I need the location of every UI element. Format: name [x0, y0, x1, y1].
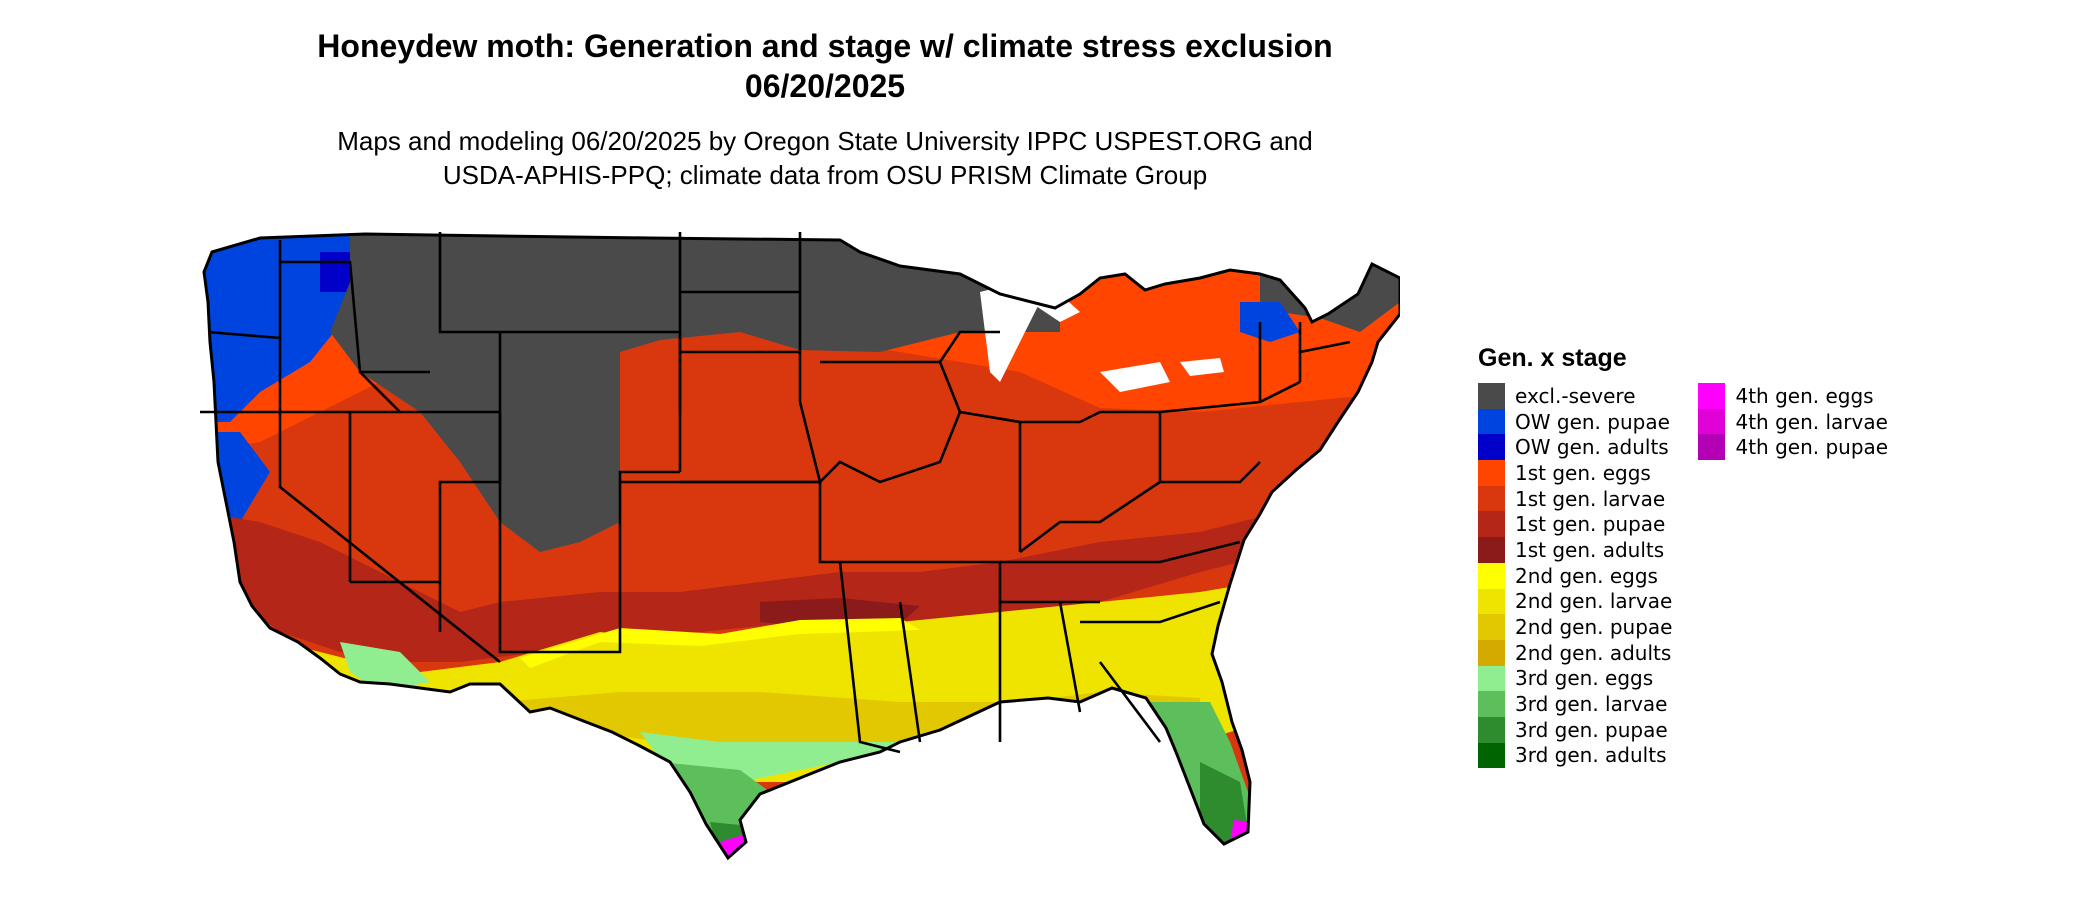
legend-swatch: [1478, 562, 1505, 589]
zone-1st-gen-pupae: [204, 512, 1280, 662]
zone-2nd-gen-pupae: [500, 692, 1200, 750]
boundary-new-england: [1258, 322, 1351, 402]
legend-item: 2nd gen. larvae: [1478, 588, 1673, 615]
legend-swatch: [1698, 383, 1726, 409]
legend-label: 4th gen. larvae: [1735, 409, 1888, 434]
boundary-idaho: [280, 260, 430, 413]
us-map: [200, 222, 1402, 892]
legend-item: excl.-severe: [1478, 383, 1672, 409]
state-boundaries: [200, 232, 1351, 754]
legend-item: 2nd gen. eggs: [1478, 562, 1672, 589]
zone-ow-gen-pupae-northeast: [1240, 302, 1300, 342]
legend-swatch: [1478, 716, 1505, 743]
legend-label: 2nd gen. eggs: [1515, 563, 1658, 588]
legend-item: 3rd gen. eggs: [1478, 665, 1672, 692]
legend-swatch: [1478, 742, 1505, 769]
legend-column-1: excl.-severe OW gen. pupae OW gen. adults 1…: [1478, 383, 1673, 769]
legend-swatch: [1478, 639, 1505, 666]
map-subtitle-line-2: USDA-APHIS-PPQ; climate data from OSU PR…: [442, 160, 1208, 190]
legend-item: OW gen. adults: [1478, 434, 1672, 461]
legend-swatch: [1478, 485, 1505, 512]
legend-item: 4th gen. pupae: [1698, 434, 1889, 461]
map-title-line-1: Honeydew moth: Generation and stage w/ c…: [317, 28, 1333, 64]
legend-item: 2nd gen. adults: [1478, 639, 1672, 666]
boundary-oklahoma-arkansas: [620, 480, 1100, 604]
legend: Gen. x stage excl.-severe OW gen. pupae OW…: [1478, 343, 1888, 769]
map-subtitle: Maps and modeling 06/20/2025 by Oregon S…: [220, 124, 1430, 192]
boundary-pacific-nw: [200, 240, 282, 414]
legend-item: 1st gen. eggs: [1478, 460, 1672, 486]
legend-item: 3rd gen. larvae: [1478, 691, 1672, 717]
legend-swatch: [1478, 460, 1505, 486]
legend-item: OW gen. pupae: [1478, 408, 1672, 435]
legend-swatch: [1698, 434, 1726, 461]
legend-label: 3rd gen. pupae: [1515, 717, 1668, 742]
zone-excluded-severe: [330, 234, 1060, 552]
legend-label: excl.-severe: [1515, 383, 1636, 408]
boundary-montana-dakotas: [438, 232, 802, 412]
legend-label: 2nd gen. pupae: [1515, 615, 1673, 640]
legend-column-2: 4th gen. eggs 4th gen. larvae 4th gen. pup…: [1698, 383, 1888, 768]
boundary-illinois-indiana: [938, 330, 1080, 552]
legend-swatch: [1698, 408, 1726, 435]
legend-swatch: [1478, 588, 1505, 615]
legend-item: 3rd gen. adults: [1478, 742, 1672, 769]
map-subtitle-line-1: Maps and modeling 06/20/2025 by Oregon S…: [337, 126, 1313, 156]
legend-label: 3rd gen. eggs: [1515, 666, 1654, 691]
legend-columns: excl.-severe OW gen. pupae OW gen. adults 1…: [1478, 383, 1888, 769]
legend-swatch: [1478, 511, 1505, 538]
boundary-tennessee-south: [998, 540, 1241, 742]
legend-swatch: [1478, 383, 1505, 409]
legend-item: 4th gen. eggs: [1698, 383, 1888, 409]
legend-item: 3rd gen. pupae: [1478, 716, 1672, 743]
us-map-svg: [200, 232, 1402, 860]
legend-item: 1st gen. pupae: [1478, 511, 1672, 538]
zone-3rd-gen-eggs: [340, 642, 430, 692]
legend-swatch: [1478, 665, 1505, 692]
legend-swatch: [1478, 691, 1505, 717]
legend-label: 4th gen. pupae: [1735, 435, 1889, 460]
boundary-new-mexico: [498, 412, 680, 654]
legend-label: 1st gen. adults: [1515, 537, 1665, 562]
legend-label: 1st gen. eggs: [1515, 460, 1651, 485]
legend-label: 2nd gen. larvae: [1515, 589, 1673, 614]
legend-label: 4th gen. eggs: [1735, 383, 1874, 408]
legend-label: 2nd gen. adults: [1515, 640, 1672, 665]
boundary-nevada-utah: [278, 410, 501, 664]
map-title-date: 06/20/2025: [744, 68, 906, 104]
legend-item: 2nd gen. pupae: [1478, 614, 1672, 640]
legend-label: 3rd gen. adults: [1515, 743, 1667, 768]
great-lakes: [980, 282, 1224, 392]
legend-swatch: [1478, 614, 1505, 640]
legend-item: 1st gen. larvae: [1478, 485, 1672, 512]
legend-swatch: [1478, 537, 1505, 563]
legend-title: Gen. x stage: [1478, 344, 1627, 372]
legend-swatch: [1478, 434, 1505, 461]
legend-label: 3rd gen. larvae: [1515, 692, 1668, 717]
map-title: Honeydew moth: Generation and stage w/ c…: [220, 26, 1430, 106]
legend-item: 4th gen. larvae: [1698, 408, 1888, 435]
boundary-carolinas-georgia: [1080, 600, 1221, 743]
legend-swatch: [1478, 408, 1505, 435]
legend-label: 1st gen. larvae: [1515, 486, 1666, 511]
legend-label: 1st gen. pupae: [1515, 512, 1666, 537]
legend-item: 1st gen. adults: [1478, 537, 1672, 563]
legend-label: OW gen. adults: [1515, 435, 1669, 460]
legend-label: OW gen. pupae: [1515, 409, 1670, 434]
